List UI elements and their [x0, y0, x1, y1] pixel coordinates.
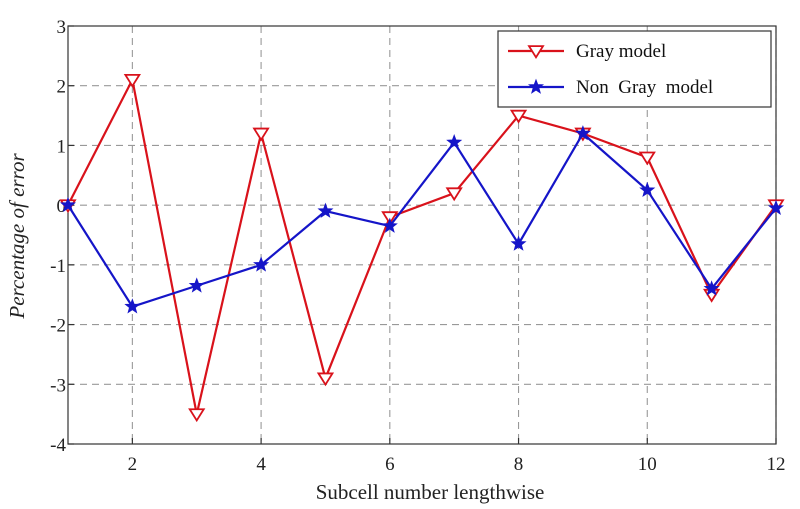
y-tick-label: 2	[57, 77, 67, 98]
data-point	[252, 127, 270, 142]
data-point	[59, 196, 77, 212]
data-point	[767, 199, 785, 215]
data-point	[638, 151, 656, 166]
x-tick-label: 8	[514, 454, 524, 475]
data-point	[316, 372, 335, 387]
data-point	[446, 134, 463, 150]
legend-item: Gray model	[508, 41, 666, 62]
legend-label: Non Gray model	[576, 77, 713, 98]
data-point	[703, 280, 720, 296]
legend-item: Non Gray model	[508, 77, 713, 98]
y-tick-label: -3	[50, 375, 66, 396]
plot-area-frame	[67, 25, 777, 445]
data-point	[124, 298, 141, 314]
data-point	[188, 277, 205, 293]
y-tick-label: 3	[57, 17, 67, 38]
series-line	[67, 131, 777, 308]
legend-label: Gray model	[576, 41, 666, 62]
y-tick-label: -1	[50, 256, 66, 277]
legend: Gray model Non Gray model	[497, 30, 772, 108]
series-line	[67, 76, 777, 415]
y-tick-label: 1	[57, 136, 67, 157]
y-tick-label: -4	[50, 435, 66, 456]
data-point	[123, 73, 141, 88]
data-point	[445, 187, 463, 202]
data-point	[639, 181, 656, 198]
data-point	[381, 217, 398, 233]
series-2	[59, 125, 785, 314]
data-point	[527, 78, 545, 94]
series-1	[59, 73, 785, 423]
x-tick-label: 12	[767, 454, 786, 475]
legend-box	[497, 30, 772, 108]
x-tick-label: 10	[638, 454, 657, 475]
x-tick-label: 2	[128, 454, 138, 475]
data-point	[317, 202, 334, 218]
data-point	[574, 125, 591, 141]
x-axis-label: Subcell number lengthwise	[316, 480, 545, 504]
y-tick-label: 0	[57, 196, 67, 217]
data-point	[510, 235, 527, 251]
data-point	[509, 109, 528, 124]
y-axis-label: Percentage of error	[5, 153, 29, 320]
x-tick-label: 6	[385, 454, 395, 475]
y-tick-label: -2	[50, 316, 66, 337]
data-point	[188, 408, 206, 423]
data-series	[59, 73, 785, 423]
data-point	[527, 45, 545, 59]
x-tick-label: 4	[256, 454, 266, 475]
data-point	[253, 256, 270, 272]
